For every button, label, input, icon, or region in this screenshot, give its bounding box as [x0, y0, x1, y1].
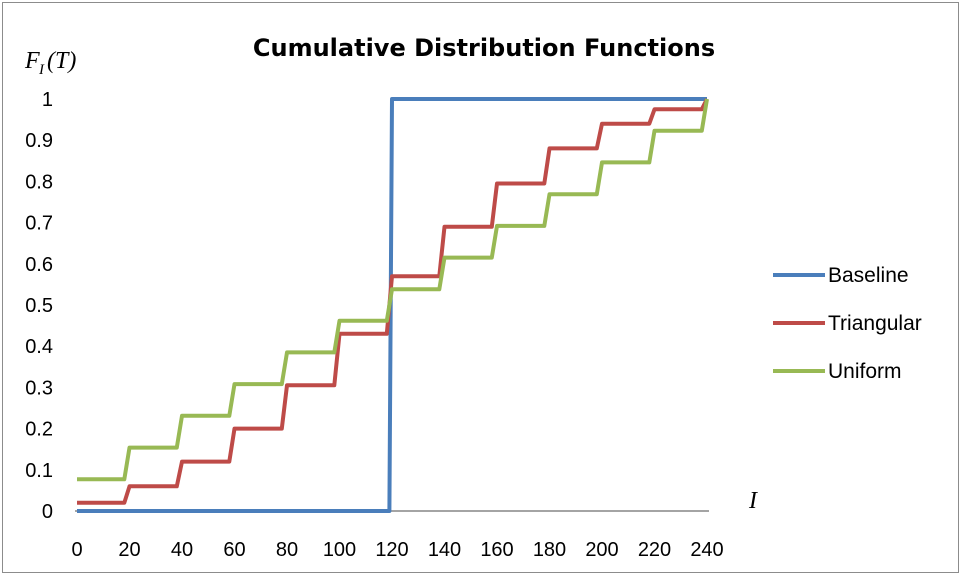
x-tick-label: 220	[638, 539, 671, 561]
x-tick-label: 80	[276, 539, 298, 561]
x-tick-label: 120	[375, 539, 408, 561]
y-tick-label: 0.8	[25, 171, 53, 193]
x-tick-label: 0	[71, 539, 82, 561]
x-axis-label: I	[748, 488, 758, 514]
y-axis-label-arg: (T)	[47, 48, 76, 74]
x-tick-label: 160	[480, 539, 513, 561]
legend-item-baseline: Baseline	[773, 264, 909, 287]
y-tick-label: 0.5	[25, 295, 53, 317]
y-tick-label: 0.2	[25, 419, 53, 441]
y-axis-label-main: F	[24, 48, 40, 74]
legend: Baseline Triangular Uniform	[773, 264, 922, 383]
x-tick-labels: 0 20 40 60 80 100 120 140 160 180 200 220 240	[71, 539, 723, 561]
plot-area	[77, 99, 707, 511]
x-tick-label: 140	[428, 539, 461, 561]
legend-label: Uniform	[828, 360, 902, 383]
y-tick-labels: 0 0.1 0.2 0.3 0.4 0.5 0.6 0.7 0.8 0.9 1	[25, 89, 53, 523]
y-tick-label: 0.3	[25, 377, 53, 399]
legend-label: Baseline	[828, 264, 909, 287]
x-tick-label: 240	[690, 539, 723, 561]
x-tick-label: 60	[223, 539, 245, 561]
y-tick-label: 0.6	[25, 254, 53, 276]
x-tick-label: 40	[171, 539, 193, 561]
y-tick-label: 0.9	[25, 130, 53, 152]
y-tick-label: 0.7	[25, 213, 53, 235]
y-axis-label: F I (T)	[24, 48, 76, 78]
x-tick-label: 20	[118, 539, 140, 561]
y-axis-label-sub: I	[38, 62, 45, 78]
x-tick-label: 100	[323, 539, 356, 561]
x-tick-label: 200	[585, 539, 618, 561]
y-tick-label: 1	[42, 89, 53, 111]
legend-item-uniform: Uniform	[773, 360, 902, 383]
x-tick-label: 180	[533, 539, 566, 561]
legend-label: Triangular	[828, 312, 922, 335]
y-tick-label: 0.1	[25, 460, 53, 482]
y-tick-label: 0	[42, 501, 53, 523]
cdf-chart: Cumulative Distribution Functions F I (T…	[3, 3, 960, 574]
chart-title: Cumulative Distribution Functions	[253, 34, 715, 62]
y-tick-label: 0.4	[25, 336, 53, 358]
legend-item-triangular: Triangular	[773, 312, 922, 335]
